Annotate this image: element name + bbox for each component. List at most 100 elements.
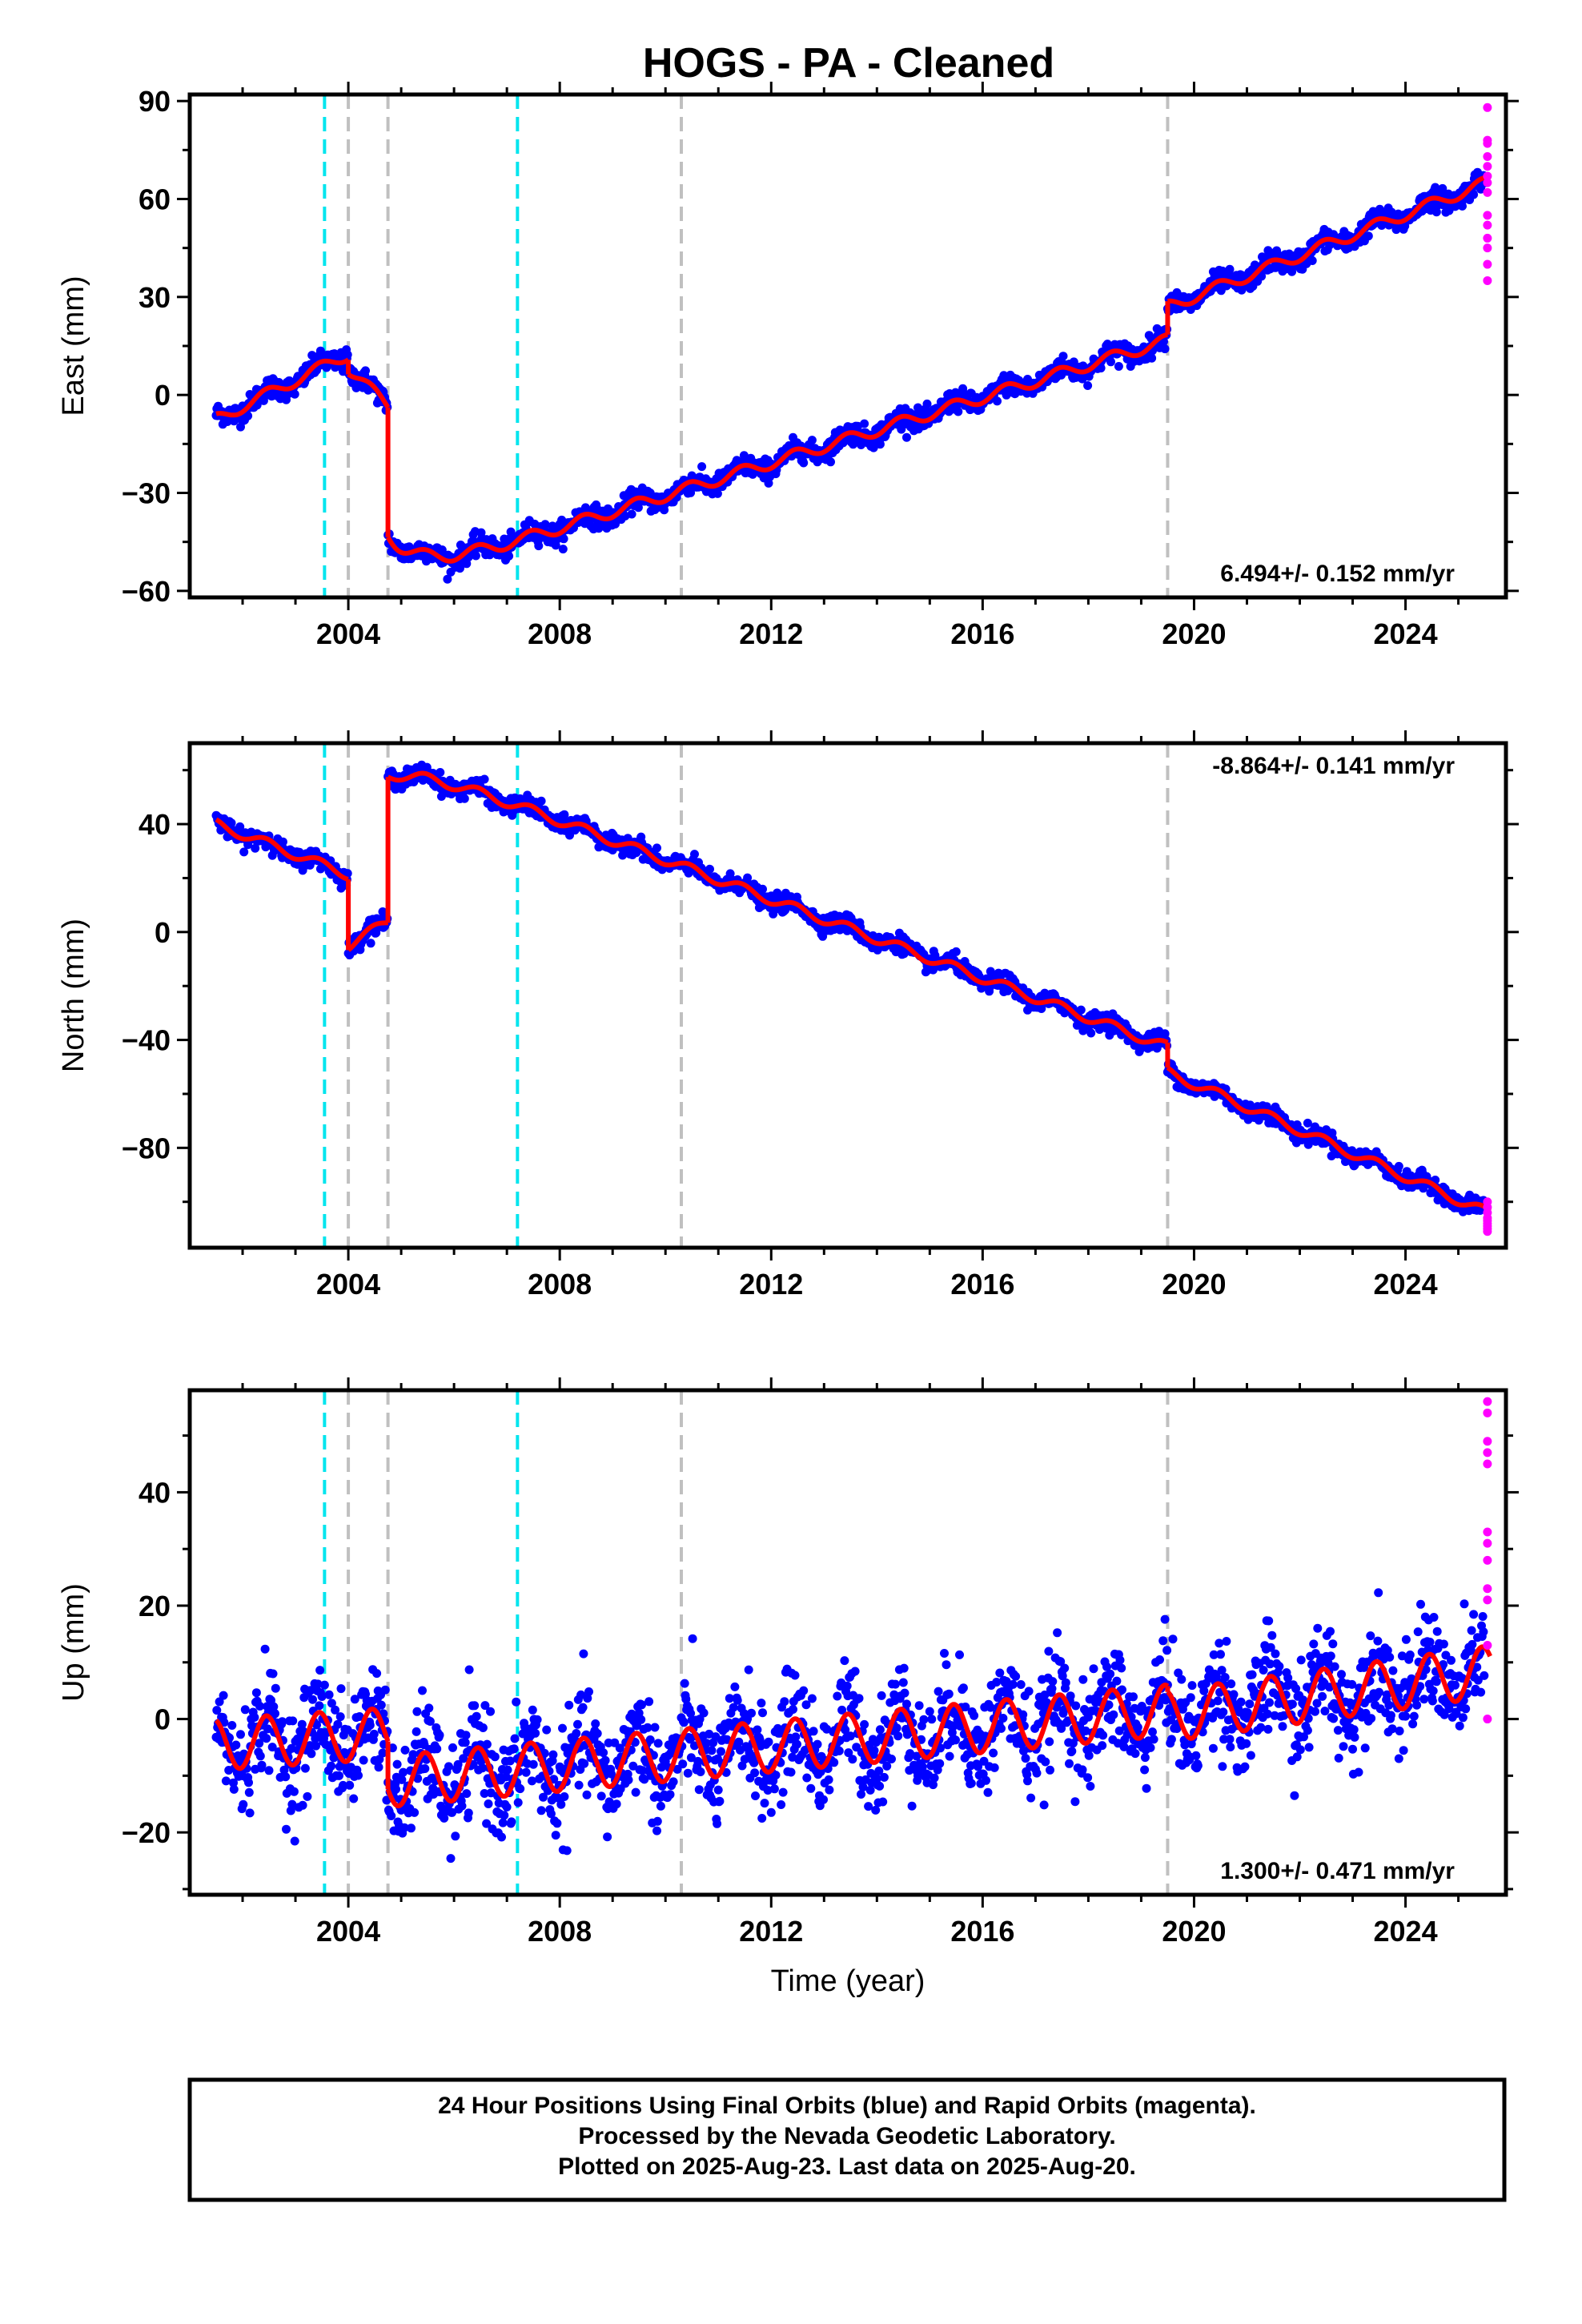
final-orbit-point	[600, 1755, 610, 1765]
final-orbit-point	[324, 1690, 334, 1699]
model-fit-line	[387, 770, 1169, 1045]
final-orbit-point	[282, 1824, 291, 1834]
final-orbit-point	[374, 1763, 383, 1772]
final-orbit-point	[260, 1644, 270, 1654]
final-orbit-point	[412, 1707, 422, 1716]
final-orbit-point	[443, 574, 452, 584]
final-orbit-point	[628, 1761, 638, 1771]
final-orbit-point	[747, 1708, 756, 1718]
y-tick-label: −40	[122, 1024, 171, 1057]
final-orbit-point	[281, 1772, 291, 1782]
final-orbit-point	[780, 1697, 789, 1707]
final-orbit-point	[734, 1737, 744, 1747]
final-orbit-point	[542, 1725, 552, 1735]
final-orbit-point	[482, 1819, 492, 1828]
final-orbit-point	[307, 351, 317, 360]
final-orbit-point	[1083, 381, 1093, 390]
y-tick-label: 60	[139, 183, 171, 215]
final-orbit-point	[690, 850, 699, 859]
final-orbit-point	[730, 1682, 740, 1691]
rapid-orbit-point	[1483, 187, 1492, 197]
final-orbit-point	[540, 1748, 549, 1758]
final-orbit-point	[875, 440, 885, 449]
final-orbit-point	[432, 1744, 442, 1754]
final-orbit-point	[366, 939, 375, 948]
final-orbit-point	[653, 1739, 663, 1748]
final-orbit-point	[528, 1776, 536, 1786]
final-orbit-point	[303, 1791, 312, 1801]
final-orbit-point	[813, 1739, 822, 1749]
final-orbit-point	[637, 1700, 646, 1710]
rapid-orbit-point	[1483, 139, 1492, 148]
final-orbit-point	[227, 818, 236, 828]
final-orbit-point	[694, 1785, 704, 1795]
rapid-orbit-point	[1483, 178, 1492, 187]
final-orbit-point	[343, 869, 352, 879]
final-orbit-point	[1438, 183, 1447, 193]
final-orbit-point	[536, 796, 546, 806]
plot-area	[211, 94, 1492, 597]
final-orbit-point	[699, 1708, 709, 1718]
final-orbit-point	[558, 545, 568, 554]
final-orbit-point	[472, 1711, 481, 1721]
final-orbit-point	[333, 1719, 343, 1729]
final-orbit-point	[290, 389, 299, 399]
final-orbit-point	[215, 1697, 224, 1707]
final-orbit-point	[509, 1744, 519, 1754]
final-orbit-point	[315, 1701, 324, 1711]
final-orbit-point	[471, 551, 480, 561]
final-orbit-point	[267, 1743, 277, 1752]
final-orbit-point	[713, 489, 722, 498]
final-orbit-point	[327, 1761, 336, 1771]
final-orbit-point	[521, 1767, 531, 1777]
x-tick-label: 2016	[950, 1268, 1014, 1301]
final-orbit-point	[791, 1732, 801, 1742]
model-fit-line	[347, 920, 389, 952]
final-orbit-point	[335, 1712, 345, 1722]
y-tick-label: −60	[122, 575, 171, 608]
final-orbit-point	[354, 1771, 363, 1780]
rapid-orbit-point	[1483, 162, 1492, 171]
final-orbit-point	[387, 1743, 397, 1753]
final-orbit-point	[424, 1703, 434, 1713]
final-orbit-point	[532, 1715, 542, 1724]
final-orbit-point	[251, 843, 260, 853]
final-orbit-point	[506, 527, 516, 537]
final-orbit-point	[313, 1679, 323, 1689]
x-tick-label: 2024	[1374, 1268, 1438, 1301]
rapid-orbit-point	[1483, 220, 1492, 230]
final-orbit-point	[244, 1778, 253, 1787]
final-orbit-point	[435, 1731, 444, 1740]
final-orbit-point	[645, 1735, 655, 1744]
final-orbit-point	[624, 1775, 633, 1785]
final-orbit-point	[221, 1776, 231, 1786]
final-orbit-point	[1096, 364, 1106, 373]
final-orbit-point	[365, 1720, 375, 1730]
rapid-orbit-point	[1483, 259, 1492, 269]
final-orbit-point	[269, 1702, 279, 1711]
final-orbit-point	[244, 1787, 254, 1797]
final-orbit-point	[1058, 352, 1068, 361]
final-orbit-point	[311, 1741, 321, 1751]
final-orbit-point	[701, 1739, 711, 1748]
final-orbit-point	[412, 1727, 421, 1736]
final-orbit-point	[288, 1716, 298, 1726]
final-orbit-point	[268, 1669, 278, 1679]
final-orbit-point	[540, 520, 550, 529]
final-orbit-point	[436, 792, 446, 801]
final-orbit-point	[486, 1788, 496, 1798]
final-orbit-point	[1076, 1005, 1086, 1015]
final-orbit-point	[579, 1649, 588, 1659]
final-orbit-point	[552, 1819, 562, 1828]
final-orbit-point	[757, 1699, 766, 1708]
final-orbit-point	[807, 436, 817, 445]
final-orbit-point	[764, 1737, 773, 1747]
rapid-orbit-point	[1483, 171, 1492, 181]
final-orbit-point	[652, 1816, 662, 1826]
final-orbit-point	[507, 1817, 516, 1827]
final-orbit-point	[993, 396, 1002, 406]
final-orbit-point	[611, 519, 620, 529]
final-orbit-point	[464, 1808, 473, 1818]
